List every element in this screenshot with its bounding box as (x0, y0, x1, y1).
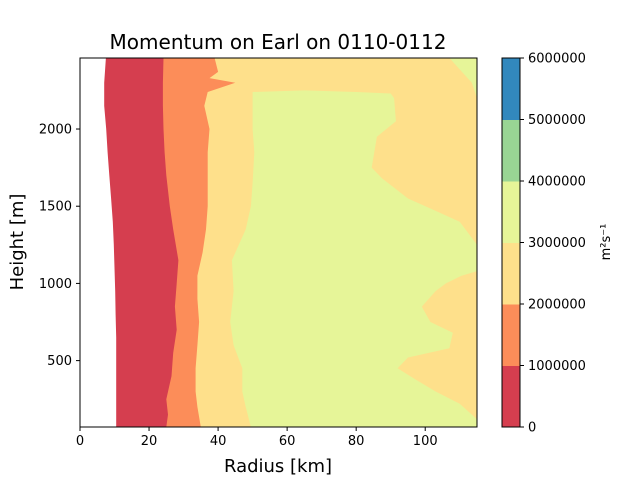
colorbar-label: m²s⁻¹ (599, 224, 614, 261)
colorbar-tick-label: 2000000 (528, 298, 586, 313)
colorbar-segment (502, 58, 520, 120)
colorbar-segment (502, 242, 520, 305)
colorbar-tick-label: 1000000 (528, 359, 586, 374)
colorbar-segment (502, 365, 520, 428)
x-axis: 0 20 40 60 80 100 (76, 427, 438, 449)
y-tick-label: 1000 (39, 277, 72, 292)
x-tick-label: 60 (279, 434, 296, 449)
x-tick-label: 100 (413, 434, 438, 449)
x-axis-label: Radius [km] (224, 456, 332, 477)
y-tick-label: 500 (47, 354, 72, 369)
colorbar: 0 1000000 2000000 3000000 4000000 5000000 6000… (501, 52, 586, 436)
colorbar-tick-label: 0 (528, 421, 536, 436)
x-tick-label: 40 (210, 434, 227, 449)
y-axis-label: Height [m] (7, 194, 28, 291)
colorbar-tick-label: 4000000 (528, 175, 586, 190)
y-tick-label: 2000 (39, 123, 72, 138)
y-axis: 500 1000 1500 2000 (39, 123, 80, 369)
colorbar-segment (502, 181, 520, 243)
colorbar-tick-label: 5000000 (528, 113, 586, 128)
colorbar-tick-label: 6000000 (528, 52, 586, 67)
band-3000000-4000000 (230, 90, 477, 427)
x-tick-label: 0 (76, 434, 84, 449)
colorbar-tick-label: 3000000 (528, 236, 586, 251)
x-tick-label: 20 (141, 434, 158, 449)
plot-frame (79, 57, 478, 428)
colorbar-segment (502, 304, 520, 366)
band-3000000-4000000-upper-right (449, 58, 477, 99)
no-data-region (80, 58, 117, 427)
plot-area (79, 57, 478, 428)
chart-title: Momentum on Earl on 0110-0112 (110, 30, 447, 54)
x-tick-label: 80 (348, 434, 365, 449)
colorbar-segment (502, 119, 520, 182)
y-tick-label: 1500 (39, 200, 72, 215)
